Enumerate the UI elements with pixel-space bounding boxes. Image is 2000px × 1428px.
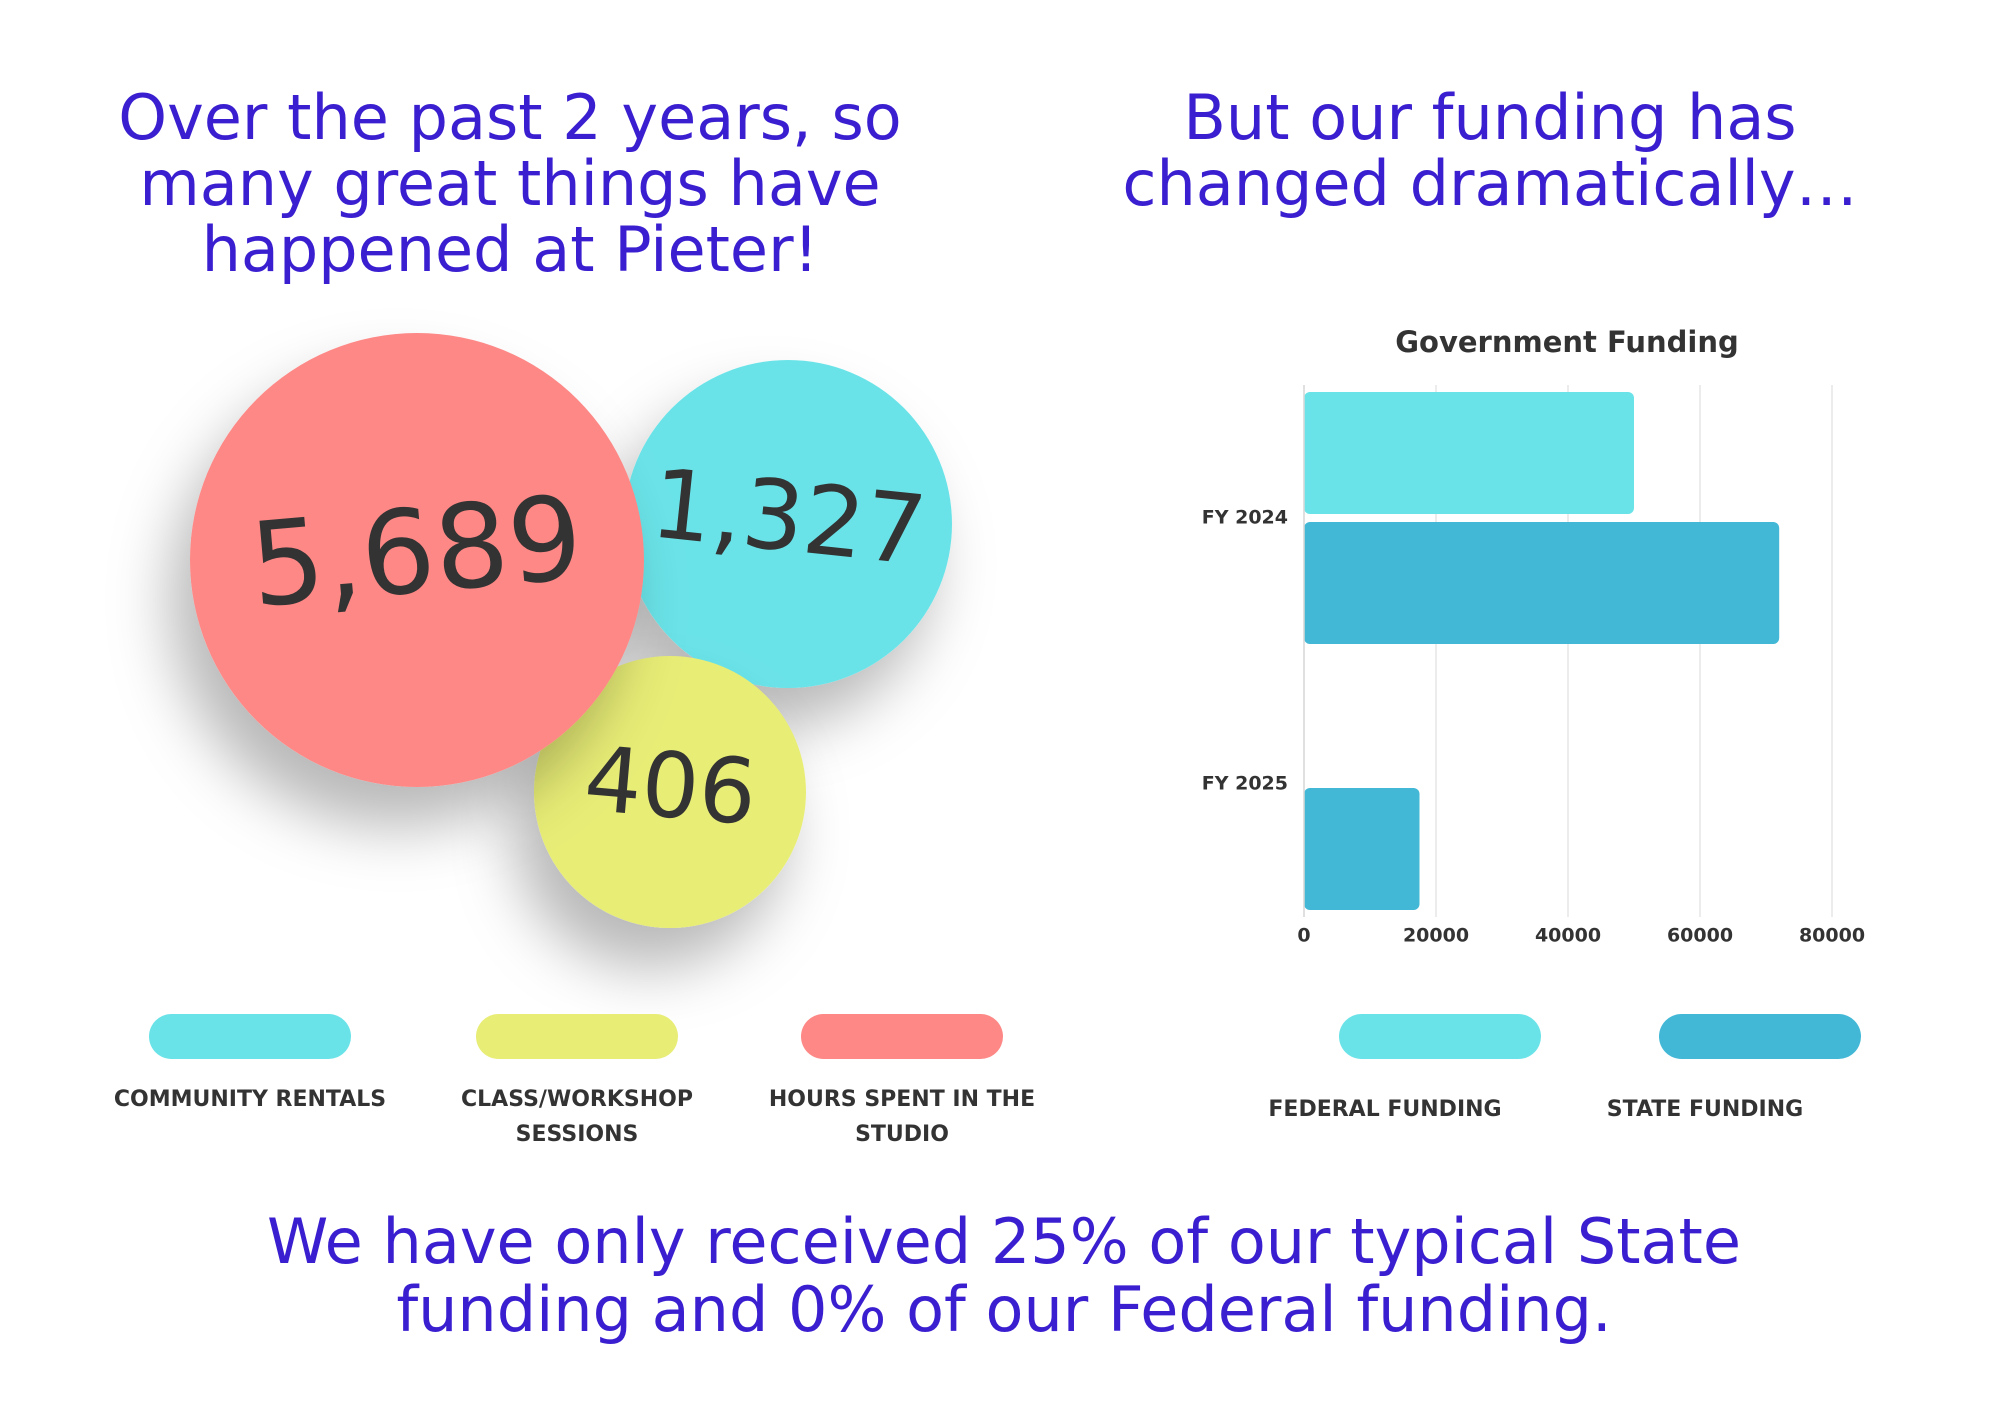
left-heading-line: happened at Pieter! [202, 213, 819, 286]
legend-label: SESSIONS [516, 1122, 639, 1147]
right-heading-line: But our funding has [1183, 81, 1796, 154]
right-heading-line: changed dramatically… [1122, 147, 1857, 220]
footer-line: We have only received 25% of our typical… [267, 1205, 1741, 1278]
x-tick-label: 60000 [1667, 925, 1733, 947]
x-tick-label: 80000 [1799, 925, 1865, 947]
bar [1304, 392, 1634, 514]
legend-label: HOURS SPENT IN THE [769, 1087, 1035, 1112]
bar [1304, 788, 1420, 910]
bubble-circle [624, 360, 952, 688]
stat-bubble: 5,689 [190, 333, 644, 787]
legend-pill [801, 1014, 1003, 1059]
legend-label: FEDERAL FUNDING [1268, 1097, 1501, 1122]
footer-line: funding and 0% of our Federal funding. [396, 1273, 1611, 1346]
stat-value: 5,689 [245, 471, 588, 634]
bubble-circle [534, 656, 806, 928]
x-tick-label: 40000 [1535, 925, 1601, 947]
y-tick-label: FY 2025 [1202, 773, 1288, 795]
legend-pill [1339, 1014, 1541, 1059]
legend-label: STATE FUNDING [1607, 1097, 1803, 1122]
chart-title: Government Funding [1395, 325, 1739, 359]
stat-bubble: 1,327 [624, 360, 952, 688]
legend-label: CLASS/WORKSHOP [461, 1087, 693, 1112]
legend-pill [1659, 1014, 1861, 1059]
bubble-circle [190, 333, 644, 787]
bar [1304, 522, 1780, 644]
left-heading-line: Over the past 2 years, so [118, 81, 901, 154]
stat-bubble: 406 [534, 656, 806, 928]
legend-label: COMMUNITY RENTALS [114, 1087, 386, 1112]
stat-value: 406 [580, 727, 760, 847]
x-tick-label: 0 [1297, 925, 1310, 947]
legend-pill [476, 1014, 678, 1059]
legend-label: STUDIO [855, 1122, 949, 1147]
y-tick-label: FY 2024 [1202, 507, 1288, 529]
legend-pill [149, 1014, 351, 1059]
x-tick-label: 20000 [1403, 925, 1469, 947]
left-heading-line: many great things have [139, 147, 880, 220]
